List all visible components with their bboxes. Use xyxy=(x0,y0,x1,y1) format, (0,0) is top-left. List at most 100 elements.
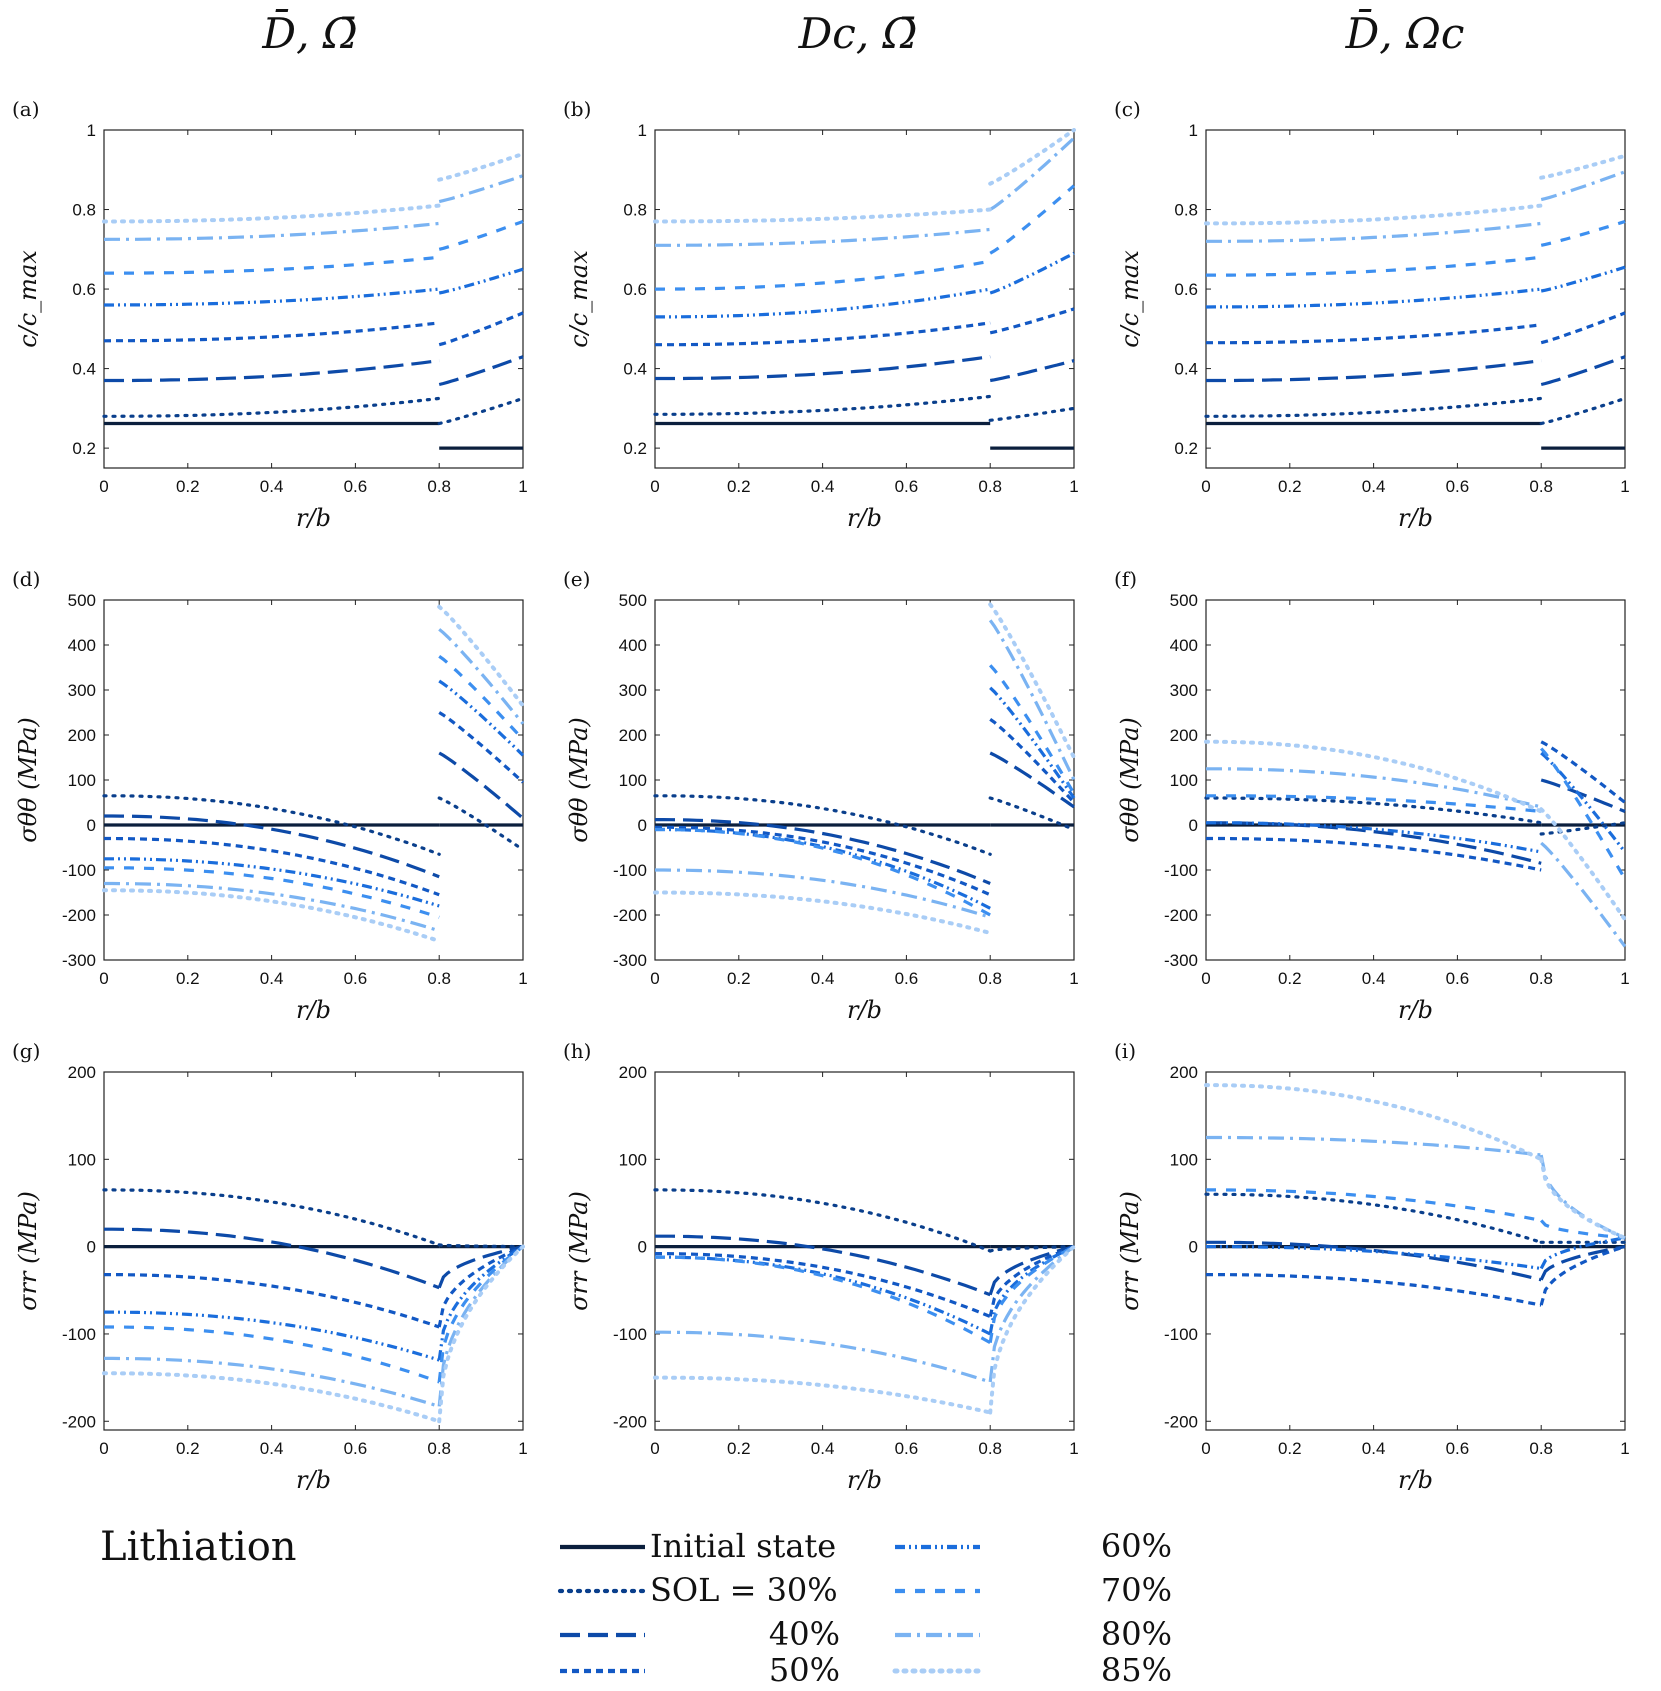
series-line-s50-shell xyxy=(989,307,1075,335)
x-tick-label: 0 xyxy=(650,969,659,988)
series-group xyxy=(102,151,525,450)
y-tick-label: -300 xyxy=(613,951,647,970)
x-tick-label: 0.2 xyxy=(1278,477,1302,496)
panel-b: (b)0 0.2 0.4 0.6 0.8 10.20.40.60.81r/bc/c_max xyxy=(563,97,1079,532)
y-tick-label: -200 xyxy=(613,906,647,925)
x-tick-label: 0.4 xyxy=(811,969,835,988)
panel-label-h: (h) xyxy=(563,1039,592,1063)
series-line-s30-core xyxy=(1204,796,1543,825)
panels-group: (a)0 0.2 0.4 0.6 0.8 10.20.40.60.81r/bc/c_max… xyxy=(12,97,1630,1494)
y-axis-label: σrr (MPa) xyxy=(565,1191,593,1311)
y-tick-label: -300 xyxy=(62,951,96,970)
legend-label-s80: 80% xyxy=(1101,1615,1172,1653)
x-tick-label: 0.6 xyxy=(895,969,919,988)
series-line-s40-shell xyxy=(438,751,525,820)
x-axis-label: r/b xyxy=(296,504,331,532)
series-line-s50-shell xyxy=(438,711,525,784)
series-line-s40-shell xyxy=(1540,778,1626,813)
series-line-s60-core xyxy=(1206,1244,1542,1271)
series-group xyxy=(653,128,1076,450)
series-line-s50-core xyxy=(655,321,991,347)
series-line-s60-core xyxy=(655,1255,991,1336)
y-tick-label: 1 xyxy=(87,121,96,140)
y-axis-label: σrr (MPa) xyxy=(1116,1191,1144,1311)
y-tick-label: 200 xyxy=(68,1063,96,1082)
y-axis-label: σθθ (MPa) xyxy=(14,717,42,843)
series-line-s80-core xyxy=(1206,767,1542,809)
series-line-s85-core xyxy=(1204,1083,1544,1162)
x-axis-label: r/b xyxy=(1398,996,1433,1024)
series-line-s80-shell xyxy=(438,174,524,204)
y-tick-label: -300 xyxy=(1164,951,1198,970)
series-line-s60-shell xyxy=(1539,1236,1626,1270)
legend-label-s40: 40% xyxy=(769,1615,840,1653)
panel-label-f: (f) xyxy=(1114,567,1137,591)
y-axis-label: c/c_max xyxy=(1116,250,1144,348)
series-line-s60-core xyxy=(655,827,991,910)
panel-label-c: (c) xyxy=(1114,97,1141,121)
y-tick-label: 500 xyxy=(619,591,647,610)
series-line-s85-shell xyxy=(1539,807,1627,922)
legend-title: Lithiation xyxy=(100,1524,297,1570)
series-line-s50-core xyxy=(103,321,440,343)
series-line-s70-core xyxy=(1206,794,1542,814)
x-tick-label: 0.6 xyxy=(895,1439,919,1458)
y-tick-label: 0 xyxy=(638,816,647,835)
x-tick-label: 1 xyxy=(1069,1439,1078,1458)
series-line-s40-shell xyxy=(988,1245,1075,1296)
x-axis-label: r/b xyxy=(296,996,331,1024)
series-line-s70-shell xyxy=(989,664,1076,795)
series-line-s40-core xyxy=(1206,821,1542,865)
series-line-s30-shell xyxy=(437,796,525,852)
axes-box xyxy=(654,1071,1075,1431)
y-tick-label: 400 xyxy=(619,636,647,655)
x-tick-label: 1 xyxy=(1069,477,1078,496)
column-title-3: D̄, Ωc xyxy=(1345,7,1465,58)
x-tick-label: 0.6 xyxy=(1446,969,1470,988)
series-line-s30-shell xyxy=(988,796,1076,832)
series-line-s80-core xyxy=(103,221,440,241)
series-line-s70-core xyxy=(103,255,440,275)
series-line-s85-shell xyxy=(988,1244,1076,1415)
y-tick-label: 0.8 xyxy=(72,201,96,220)
y-axis-label: σθθ (MPa) xyxy=(565,717,593,843)
y-tick-label: 0 xyxy=(87,816,96,835)
y-tick-label: 200 xyxy=(619,726,647,745)
series-line-s60-core xyxy=(655,287,991,319)
series-line-s50-shell xyxy=(1539,1245,1626,1306)
y-tick-label: -100 xyxy=(1164,861,1198,880)
series-line-s80-shell xyxy=(1539,1154,1626,1240)
x-tick-label: 0.6 xyxy=(1446,1439,1470,1458)
y-tick-label: 300 xyxy=(619,681,647,700)
x-tick-label: 0.2 xyxy=(176,1439,200,1458)
legend-label-s70: 70% xyxy=(1101,1571,1172,1609)
series-line-s85-core xyxy=(102,203,442,224)
series-line-s40-core xyxy=(104,359,440,383)
series-line-s30-core xyxy=(653,394,992,416)
y-axis-label: c/c_max xyxy=(565,250,593,348)
series-line-s80-shell xyxy=(1540,170,1626,202)
y-tick-label: 100 xyxy=(68,771,96,790)
y-tick-label: 200 xyxy=(619,1063,647,1082)
y-tick-label: -100 xyxy=(613,861,647,880)
series-line-s60-shell xyxy=(988,1245,1075,1335)
series-group xyxy=(102,604,525,944)
series-line-s30-core xyxy=(102,396,441,418)
series-line-s85-core xyxy=(653,207,993,224)
x-tick-label: 0.2 xyxy=(727,1439,751,1458)
x-tick-label: 0.8 xyxy=(427,1439,451,1458)
series-line-s70-shell xyxy=(989,184,1076,255)
y-tick-label: 200 xyxy=(1170,1063,1198,1082)
x-tick-label: 0 xyxy=(99,477,108,496)
x-tick-label: 0.6 xyxy=(895,477,919,496)
x-tick-label: 0.8 xyxy=(978,1439,1002,1458)
series-group xyxy=(1204,1083,1627,1307)
x-tick-label: 0.8 xyxy=(978,969,1002,988)
series-line-s80-core xyxy=(1206,221,1542,243)
x-tick-label: 0.2 xyxy=(176,969,200,988)
series-line-s40-shell xyxy=(1540,355,1626,387)
x-tick-label: 0.6 xyxy=(344,477,368,496)
series-line-s50-core xyxy=(655,1251,991,1318)
y-tick-label: 500 xyxy=(1170,591,1198,610)
x-tick-label: 0 xyxy=(99,969,108,988)
